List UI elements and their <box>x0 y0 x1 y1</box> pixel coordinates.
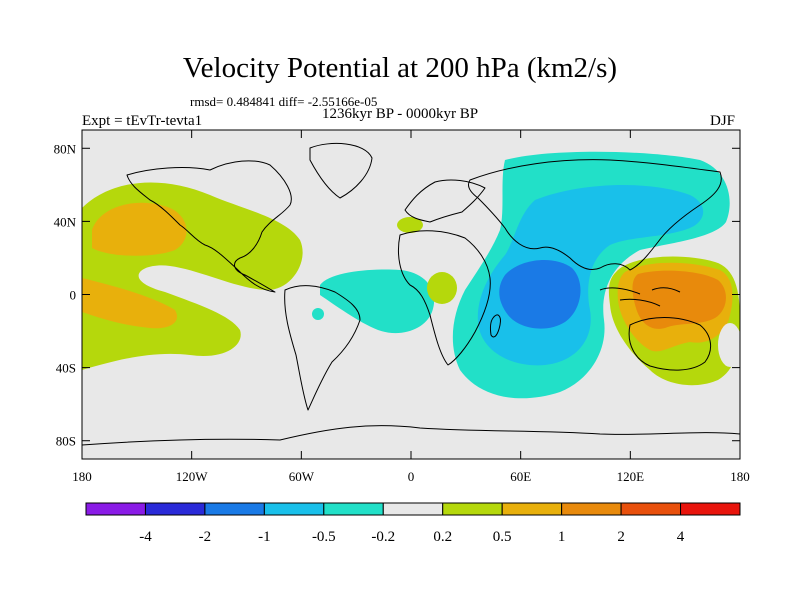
coastlines <box>82 142 740 446</box>
coast-indonesia <box>599 287 681 307</box>
coast-asia <box>467 159 722 271</box>
colorbar-label: 0.5 <box>493 529 512 545</box>
colorbar-label: -1 <box>258 529 271 545</box>
colorbar-swatch <box>501 502 563 516</box>
lat-label: 80N <box>54 141 77 156</box>
contour-wpac-1 <box>632 270 726 329</box>
lat-label: 0 <box>70 288 77 303</box>
plot-title: Velocity Potential at 200 hPa (km2/s) <box>182 52 618 84</box>
contour-pacific-east-0.2-hole <box>718 323 740 367</box>
contour-npacific-0.5 <box>92 202 187 256</box>
colorbar-label: 0.2 <box>433 529 452 545</box>
coast-greenland <box>309 142 373 199</box>
colorbar-swatch <box>382 502 444 516</box>
colorbar-swatch <box>85 502 146 516</box>
colorbar-swatch <box>323 502 384 516</box>
colorbar-label: -0.5 <box>312 529 336 545</box>
colorbar-swatch <box>561 502 622 516</box>
contour-indian-neg-1 <box>499 259 581 329</box>
coast-australia <box>628 317 712 371</box>
contour-africa-0.2 <box>427 272 457 304</box>
colorbar-label: 1 <box>558 529 566 545</box>
experiment-label: Expt = tEvTr-tevta1 <box>82 113 203 129</box>
contour-spacific-0.5 <box>82 278 178 329</box>
coast-madagascar <box>489 314 501 338</box>
lon-label: 180 <box>72 469 92 484</box>
lon-label: 180 <box>730 469 750 484</box>
colorbar-swatch <box>204 502 265 516</box>
colorbar-label: -0.2 <box>371 529 395 545</box>
colorbar-label: 2 <box>617 529 625 545</box>
contour-sa-neg-0.2 <box>312 308 324 320</box>
colorbar-label: -2 <box>199 529 212 545</box>
colorbar-swatch <box>620 502 682 516</box>
period-text: 1236kyr BP - 0000kyr BP <box>322 106 479 122</box>
lat-label: 40S <box>56 361 76 376</box>
colorbar-label: -4 <box>139 529 152 545</box>
map-axes: 80N 40N 0 40S 80S 180 120W 60W 0 60E 120E 180 <box>54 130 750 484</box>
lon-label: 120E <box>617 469 645 484</box>
colorbar-swatch <box>263 502 325 516</box>
coast-south-america <box>284 285 361 411</box>
lat-label: 40N <box>54 214 77 229</box>
colorbar-swatch <box>680 502 741 516</box>
season-label: DJF <box>710 113 736 129</box>
lon-label: 60W <box>289 469 315 484</box>
coast-africa <box>397 230 491 366</box>
contour-med-0.2 <box>397 217 423 233</box>
colorbar-swatch <box>144 502 206 516</box>
contour-atlantic-neg-0.2 <box>320 269 435 334</box>
colorbar: -4 -2 -1 -0.5 -0.2 0.2 0.5 1 2 4 <box>85 502 741 545</box>
colorbar-label: 4 <box>677 529 685 545</box>
lon-label: 0 <box>408 469 415 484</box>
coast-antarctica <box>82 425 740 446</box>
lon-label: 60E <box>510 469 531 484</box>
colorbar-swatch <box>442 502 503 516</box>
map-field <box>82 130 740 459</box>
statistics-text: rmsd= 0.484841 diff= -2.55166e-05 <box>190 94 378 109</box>
coast-north-america <box>126 160 292 293</box>
coast-europe <box>404 179 486 223</box>
lon-label: 120W <box>176 469 209 484</box>
lat-label: 80S <box>56 434 76 449</box>
